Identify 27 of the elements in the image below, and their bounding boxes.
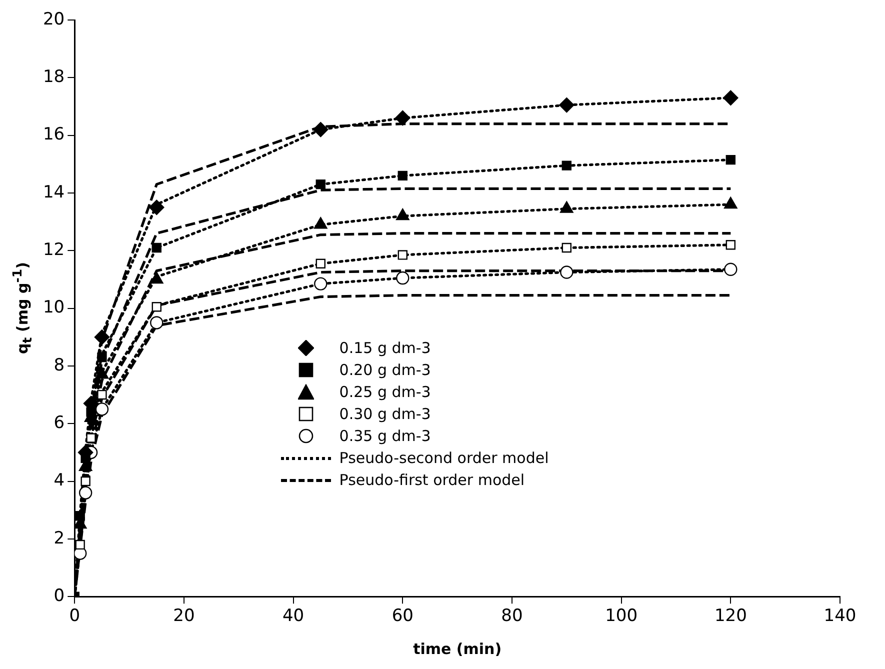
y-tick-label: 2 xyxy=(54,528,65,548)
legend-label: 0.20 g dm-3 xyxy=(339,360,431,382)
x-tick-label: 120 xyxy=(714,606,747,626)
x-tick-label: 140 xyxy=(824,606,856,626)
y-tick-label: 16 xyxy=(42,124,65,145)
y-tick-label: 6 xyxy=(54,413,65,434)
legend-label: 0.35 g dm-3 xyxy=(339,426,431,448)
legend-label: 0.25 g dm-3 xyxy=(339,382,431,404)
y-tick-label: 10 xyxy=(42,298,65,318)
y-tick-label: 0 xyxy=(54,586,65,606)
legend-label: Pseudo-second order model xyxy=(339,448,549,470)
y-tick-label: 12 xyxy=(42,240,65,260)
y-tick-label: 14 xyxy=(42,182,65,202)
legend-label: 0.15 g dm-3 xyxy=(339,338,431,360)
y-tick-label: 18 xyxy=(42,67,65,88)
legend-label: Pseudo-first order model xyxy=(339,470,525,492)
x-tick-label: 60 xyxy=(392,606,414,626)
y-tick-label: 20 xyxy=(42,9,65,30)
y-tick-label: 4 xyxy=(54,470,65,491)
x-tick-label: 0 xyxy=(69,606,80,626)
x-axis-title: time (min) xyxy=(413,640,502,658)
x-tick-label: 80 xyxy=(501,606,523,626)
x-tick-label: 100 xyxy=(605,606,638,626)
legend-label: 0.30 g dm-3 xyxy=(339,404,431,426)
x-tick-label: 40 xyxy=(282,606,304,626)
x-tick-label: 20 xyxy=(173,606,195,626)
y-tick-label: 8 xyxy=(54,355,65,376)
